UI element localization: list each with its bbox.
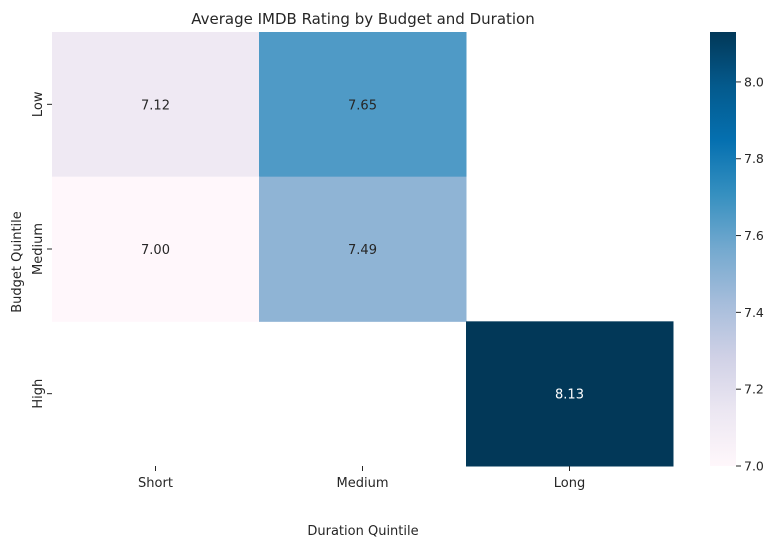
heatmap-cell <box>259 32 467 178</box>
x-tick-label: Medium <box>337 476 389 491</box>
x-tick-label: Short <box>138 476 173 491</box>
cell-value-label: 7.65 <box>348 98 377 113</box>
colorbar: 7.0 7.2 7.4 7.6 7.8 8.0 <box>710 32 764 474</box>
x-axis-label: Duration Quintile <box>307 524 418 539</box>
heatmap-cell <box>52 176 260 322</box>
chart-title: Average IMDB Rating by Budget and Durati… <box>191 10 535 28</box>
x-tick-label: Long <box>554 476 585 491</box>
y-tick-label: High <box>31 379 46 409</box>
colorbar-tick-label: 7.0 <box>744 459 764 474</box>
y-axis: Low Medium High <box>31 91 52 409</box>
heatmap-cells <box>52 32 674 467</box>
heatmap-cell <box>259 176 467 322</box>
colorbar-tick-label: 7.8 <box>744 151 764 166</box>
heatmap-cell <box>466 321 674 467</box>
y-tick-label: Low <box>31 91 46 117</box>
y-tick-label: Medium <box>31 223 46 275</box>
cell-value-label: 7.00 <box>141 243 170 258</box>
heatmap-cell <box>52 32 260 178</box>
cell-value-label: 7.49 <box>348 243 377 258</box>
y-axis-label: Budget Quintile <box>10 211 25 313</box>
cell-value-label: 8.13 <box>555 388 584 403</box>
colorbar-tick-label: 8.0 <box>744 74 764 89</box>
colorbar-tick-label: 7.6 <box>744 228 764 243</box>
colorbar-gradient <box>710 32 736 466</box>
cell-value-label: 7.12 <box>141 98 170 113</box>
colorbar-ticks: 7.0 7.2 7.4 7.6 7.8 8.0 <box>736 74 764 474</box>
x-axis: Short Medium Long <box>138 466 585 491</box>
colorbar-tick-label: 7.2 <box>744 382 764 397</box>
heatmap-cell-labels: 7.12 7.65 7.00 7.49 8.13 <box>141 98 584 402</box>
colorbar-tick-label: 7.4 <box>744 305 764 320</box>
